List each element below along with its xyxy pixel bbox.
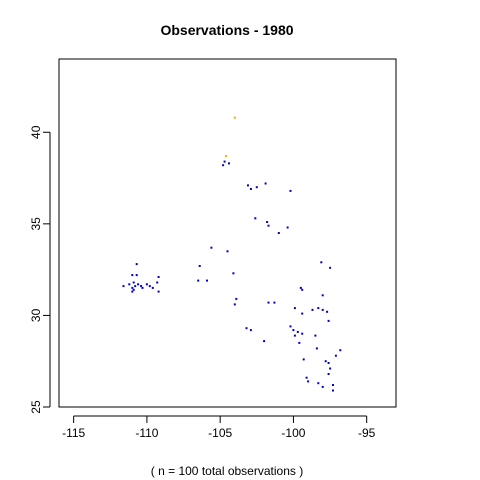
data-point-21 [235,297,238,300]
data-point-40 [145,283,148,286]
chart-caption: ( n = 100 total observations ) [151,464,303,478]
data-point-48 [301,288,304,291]
data-point-26 [249,329,252,332]
y-tick-label-1: 30 [29,308,43,322]
data-point-63 [301,332,304,335]
data-point-72 [329,367,332,370]
data-point-4 [228,162,230,165]
data-point-60 [292,329,295,332]
data-point-79 [332,389,334,392]
data-point-45 [131,290,134,293]
x-tick-label-2: -105 [208,426,232,440]
data-point-66 [315,347,318,350]
y-tick-label-0: 25 [29,400,43,414]
data-point-3 [222,164,225,167]
data-point-20 [232,272,235,275]
data-point-74 [305,376,308,379]
data-point-33 [128,283,131,286]
data-point-1 [225,155,227,158]
data-point-46 [132,288,135,291]
data-point-0 [233,116,236,119]
data-point-65 [298,341,301,344]
data-point-28 [135,263,138,266]
y-tick-label-3: 40 [29,125,43,139]
data-point-24 [273,301,276,304]
data-point-18 [197,279,200,282]
data-point-8 [264,182,267,185]
data-points [122,116,342,392]
data-point-37 [137,283,140,286]
x-tick-label-1: -110 [135,426,158,440]
x-tick-label-0: -115 [62,426,85,440]
data-point-39 [141,286,144,289]
y-tick-label-2: 35 [29,217,43,231]
data-point-19 [206,279,208,282]
data-point-32 [122,285,125,288]
data-point-15 [210,246,213,249]
data-point-54 [311,308,314,311]
y-axis: 25 30 35 40 [29,125,51,414]
data-point-11 [266,221,269,223]
data-point-49 [320,261,323,264]
data-point-50 [329,266,332,269]
data-point-70 [324,360,327,363]
chart-title: Observations - 1980 [160,22,293,38]
plot-area-frame [58,58,397,408]
data-point-76 [317,382,320,385]
data-point-16 [226,250,229,253]
data-point-52 [293,307,296,310]
data-point-58 [327,319,330,322]
data-point-10 [254,217,257,220]
data-point-59 [289,325,292,328]
data-point-23 [267,301,270,304]
data-point-5 [247,184,249,187]
x-axis: -115 -110 -105 -100 -95 [62,415,376,440]
data-point-42 [151,286,154,289]
data-point-17 [198,265,201,267]
data-point-29 [131,274,134,277]
data-point-25 [245,327,248,330]
data-point-35 [132,281,135,284]
data-point-68 [334,354,337,357]
data-point-69 [302,358,305,361]
data-point-43 [156,281,159,284]
data-point-57 [326,310,329,313]
data-point-2 [223,160,226,163]
data-point-7 [255,186,258,189]
data-point-47 [299,286,302,289]
data-point-75 [307,380,310,383]
data-point-55 [317,307,320,310]
data-point-53 [301,312,304,315]
data-point-41 [148,285,151,288]
data-point-6 [249,188,252,190]
x-tick-label-4: -95 [358,426,376,440]
data-point-44 [157,290,160,293]
data-point-27 [263,340,266,343]
data-point-71 [327,362,330,364]
data-point-77 [321,385,324,388]
data-point-73 [327,373,330,375]
data-point-22 [233,303,236,306]
data-point-9 [289,189,292,192]
x-tick-label-3: -100 [281,426,305,440]
data-point-34 [131,286,134,289]
data-point-36 [134,285,137,288]
data-point-61 [296,330,299,333]
data-point-30 [135,274,138,277]
data-point-64 [314,334,317,337]
data-point-31 [157,276,160,278]
data-point-12 [267,224,270,227]
data-point-14 [286,226,289,229]
data-point-62 [293,334,296,337]
data-point-13 [277,232,280,234]
data-point-38 [140,285,143,288]
data-point-78 [332,384,334,386]
data-point-56 [321,308,324,311]
data-point-51 [321,294,324,297]
data-point-67 [339,349,342,352]
